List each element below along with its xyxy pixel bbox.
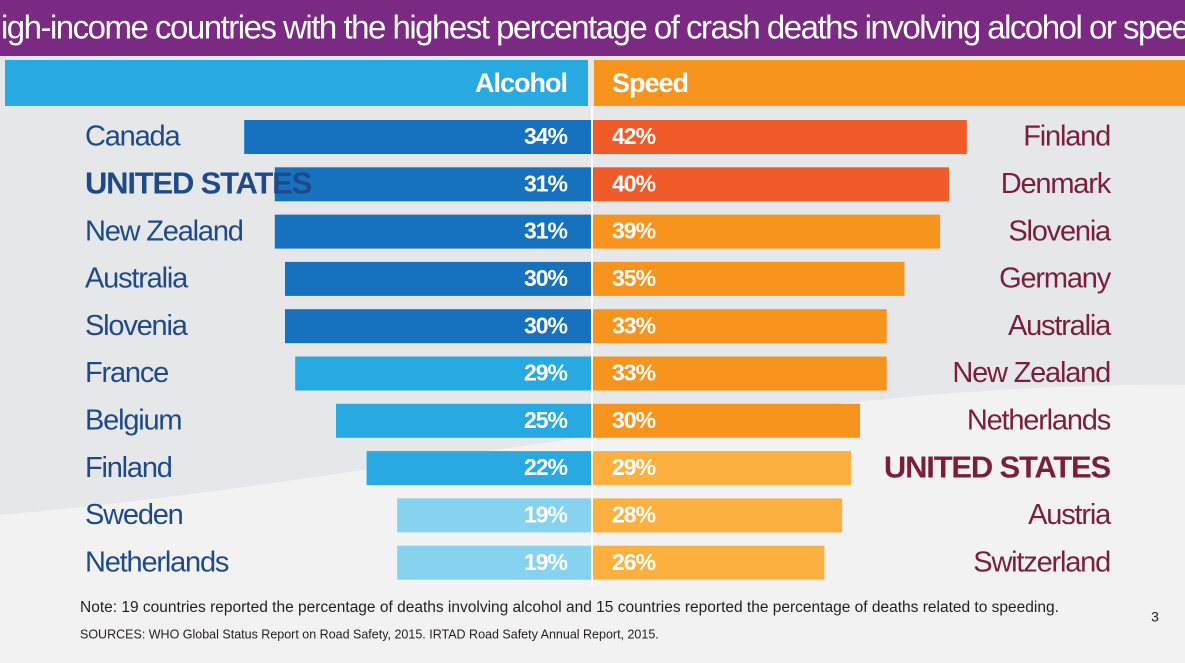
bar	[295, 356, 591, 391]
bar	[593, 403, 860, 438]
bar	[366, 451, 591, 486]
bar	[397, 498, 591, 533]
category-label: Netherlands	[85, 546, 229, 578]
category-label: Sweden	[85, 499, 183, 531]
category-label: UNITED STATES	[884, 449, 1111, 484]
bar	[285, 309, 591, 344]
value-label: 40%	[612, 170, 656, 196]
sources: SOURCES: WHO Global Status Report on Roa…	[80, 627, 659, 641]
value-label: 25%	[524, 407, 568, 433]
category-label: Australia	[1008, 310, 1112, 342]
category-label: Slovenia	[85, 310, 189, 342]
bar	[336, 403, 591, 438]
category-label: Denmark	[1001, 168, 1112, 200]
bar	[593, 120, 967, 154]
note: Note: 19 countries reported the percenta…	[80, 599, 1059, 616]
value-label: 39%	[612, 218, 656, 244]
category-label: UNITED STATES	[85, 165, 312, 200]
category-label: New Zealand	[952, 357, 1110, 389]
value-label: 19%	[524, 501, 568, 527]
series-label: Alcohol	[475, 68, 567, 98]
bar	[274, 214, 591, 249]
bar	[593, 545, 825, 580]
bar	[593, 261, 905, 296]
value-label: 28%	[612, 501, 656, 527]
category-label: Finland	[85, 452, 172, 484]
value-label: 42%	[612, 123, 656, 149]
value-label: 35%	[612, 265, 656, 291]
chart-title: High-income countries with the highest p…	[0, 9, 1185, 46]
value-label: 30%	[524, 265, 568, 291]
value-label: 29%	[524, 360, 568, 386]
category-label: New Zealand	[85, 215, 243, 247]
value-label: 31%	[524, 218, 568, 244]
value-label: 33%	[612, 312, 656, 338]
bar	[285, 261, 591, 296]
bar	[593, 167, 949, 202]
bar	[397, 545, 591, 580]
category-label: Australia	[85, 263, 189, 295]
category-label: France	[85, 357, 168, 389]
title-bar	[0, 0, 1185, 56]
value-label: 30%	[612, 407, 656, 433]
header-speed	[594, 60, 1185, 106]
category-label: Slovenia	[1008, 215, 1112, 247]
value-label: 31%	[524, 170, 568, 196]
category-label: Germany	[999, 263, 1112, 295]
category-label: Canada	[85, 121, 181, 153]
category-label: Netherlands	[967, 404, 1111, 436]
value-label: 34%	[524, 123, 568, 149]
value-label: 22%	[524, 454, 568, 480]
category-label: Switzerland	[973, 546, 1110, 578]
value-label: 33%	[612, 360, 656, 386]
series-label: Speed	[612, 68, 688, 98]
value-label: 26%	[612, 549, 656, 575]
category-label: Austria	[1028, 499, 1112, 531]
bar	[244, 120, 591, 154]
bar	[593, 451, 852, 486]
bar	[593, 309, 887, 344]
bar	[593, 498, 843, 533]
header-alcohol	[5, 60, 588, 106]
category-label: Finland	[1023, 121, 1110, 153]
bar	[593, 356, 887, 391]
value-label: 29%	[612, 454, 656, 480]
value-label: 19%	[524, 549, 568, 575]
bar	[593, 214, 941, 249]
bar	[274, 167, 591, 202]
category-label: Belgium	[85, 404, 181, 436]
value-label: 30%	[524, 312, 568, 338]
page-number: 3	[1151, 609, 1159, 625]
